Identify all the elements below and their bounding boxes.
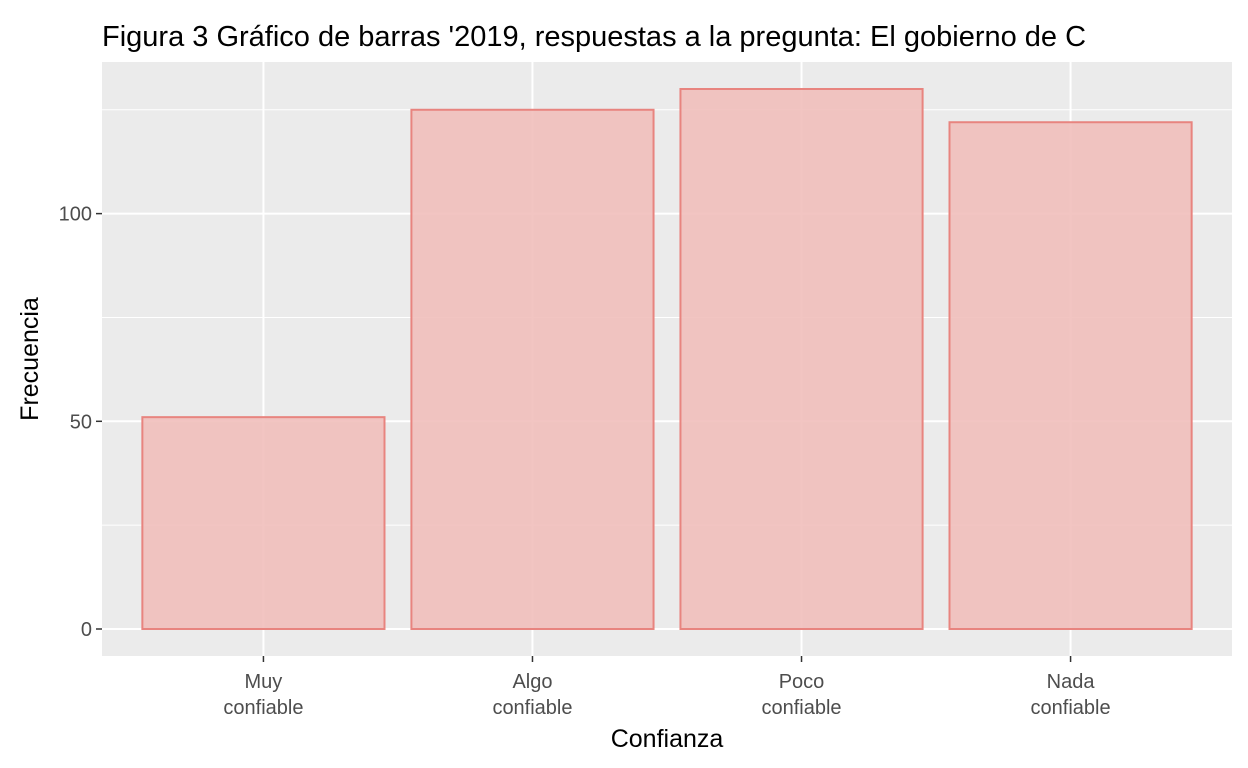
chart-title: Figura 3 Gráfico de barras '2019, respue… <box>102 21 1086 53</box>
bar <box>948 121 1193 630</box>
y-tick-label: 50 <box>70 411 92 433</box>
x-axis: Muy confiable Algo confiable Poco confiable Na… <box>223 656 1111 719</box>
y-tick-label: 100 <box>59 204 92 226</box>
bars <box>141 88 1193 631</box>
x-tick-label: Muy confiable <box>223 671 303 719</box>
bar <box>679 88 924 630</box>
y-tick-label: 0 <box>81 619 92 641</box>
y-axis-title: Frecuencia <box>16 297 44 421</box>
x-tick-label: Nada confiable <box>1031 671 1111 719</box>
x-axis-title: Confianza <box>611 725 724 753</box>
x-tick-label: Poco confiable <box>761 671 841 719</box>
bar <box>410 108 655 631</box>
bar <box>141 416 386 630</box>
x-tick-label: Algo confiable <box>492 671 572 719</box>
y-axis: 0 50 100 <box>59 204 102 641</box>
